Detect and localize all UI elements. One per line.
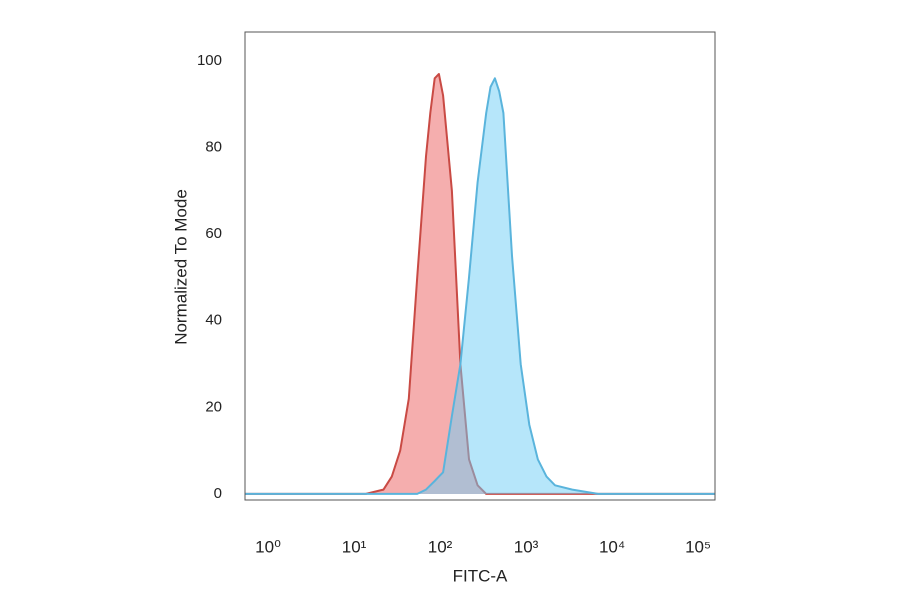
x-tick-label: 10³ (514, 537, 539, 556)
plot-frame (244, 31, 716, 501)
y-axis-label: Normalized To Mode (171, 189, 190, 345)
x-tick-label: 10² (428, 537, 453, 556)
y-tick-label: 40 (205, 312, 222, 329)
y-tick-label: 80 (205, 139, 222, 156)
y-tick-label: 20 (205, 398, 222, 415)
y-tick-label: 60 (205, 225, 222, 242)
x-axis-label: FITC-A (453, 566, 508, 585)
area-line (245, 77, 715, 495)
y-tick-label: 100 (197, 52, 222, 69)
area-fill (245, 78, 715, 494)
x-tick-label: 10⁰ (255, 537, 281, 556)
x-tick-label: 10⁴ (599, 537, 625, 556)
y-tick-label: 0 (214, 485, 222, 502)
x-tick-label: 10¹ (342, 537, 367, 556)
x-tick-label: 10⁵ (685, 537, 711, 556)
